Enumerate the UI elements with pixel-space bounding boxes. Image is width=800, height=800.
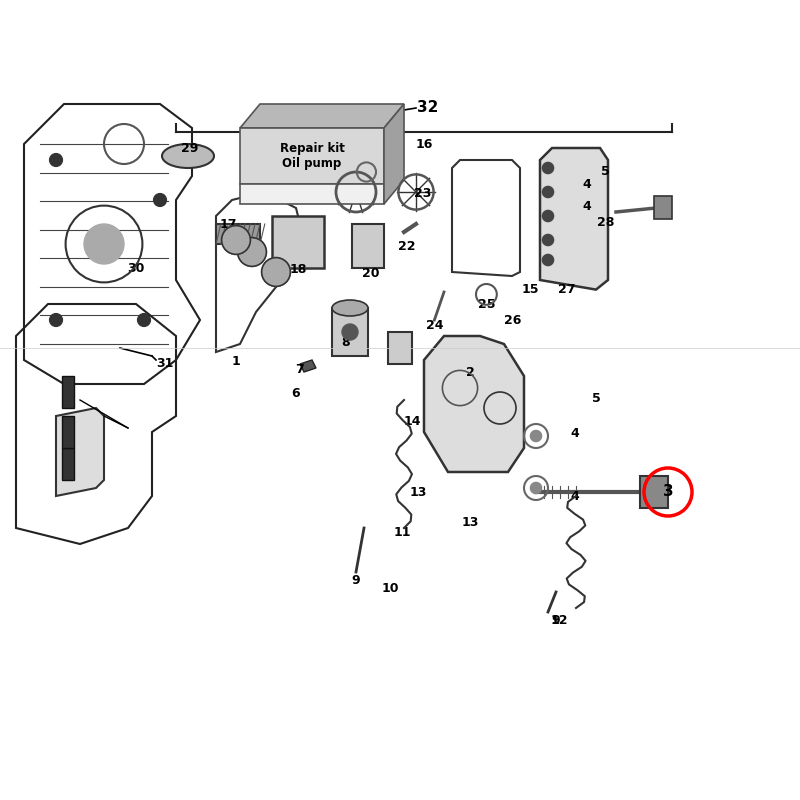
Text: 10: 10 (382, 582, 399, 594)
Circle shape (262, 258, 290, 286)
FancyBboxPatch shape (216, 224, 260, 244)
Circle shape (542, 254, 554, 266)
FancyBboxPatch shape (272, 216, 324, 268)
FancyBboxPatch shape (240, 128, 384, 184)
FancyBboxPatch shape (388, 332, 412, 364)
Polygon shape (300, 360, 316, 372)
Text: 11: 11 (394, 526, 411, 538)
Polygon shape (240, 104, 404, 128)
Text: 29: 29 (181, 142, 198, 154)
Polygon shape (384, 104, 404, 204)
Text: 6: 6 (292, 387, 300, 400)
Text: Repair kit
Oil pump: Repair kit Oil pump (279, 142, 345, 170)
Text: 31: 31 (156, 358, 174, 370)
Circle shape (342, 324, 358, 340)
Text: 28: 28 (597, 216, 614, 229)
Circle shape (530, 430, 542, 442)
Text: 3: 3 (662, 485, 674, 499)
Text: 19: 19 (346, 187, 364, 200)
Circle shape (530, 482, 542, 494)
Text: 4: 4 (582, 178, 590, 190)
FancyBboxPatch shape (654, 196, 672, 219)
FancyBboxPatch shape (62, 416, 74, 448)
Text: 22: 22 (398, 240, 415, 253)
Polygon shape (540, 148, 608, 290)
FancyBboxPatch shape (62, 376, 74, 408)
Circle shape (542, 186, 554, 198)
FancyBboxPatch shape (240, 184, 384, 204)
Circle shape (542, 234, 554, 246)
Text: 9: 9 (552, 614, 560, 626)
Text: 5: 5 (602, 165, 610, 178)
Circle shape (138, 314, 150, 326)
FancyBboxPatch shape (352, 224, 384, 268)
Text: 32: 32 (418, 101, 438, 115)
Text: 18: 18 (290, 263, 307, 276)
Text: 13: 13 (462, 516, 479, 529)
Circle shape (542, 162, 554, 174)
Circle shape (542, 210, 554, 222)
Text: 27: 27 (558, 283, 575, 296)
Text: 14: 14 (403, 415, 421, 428)
Text: 16: 16 (415, 138, 433, 150)
Text: 5: 5 (592, 392, 600, 405)
Text: 2: 2 (466, 366, 474, 378)
Text: 26: 26 (504, 314, 522, 326)
Circle shape (154, 194, 166, 206)
Text: 25: 25 (478, 298, 495, 310)
Circle shape (238, 238, 266, 266)
Text: 15: 15 (522, 283, 539, 296)
Text: 13: 13 (410, 486, 427, 498)
Circle shape (50, 154, 62, 166)
Text: 21: 21 (357, 176, 374, 189)
Text: 4: 4 (570, 490, 578, 502)
Polygon shape (424, 336, 524, 472)
Text: 12: 12 (550, 614, 568, 626)
Text: 4: 4 (582, 200, 590, 213)
Text: 8: 8 (342, 336, 350, 349)
Text: 24: 24 (426, 319, 443, 332)
Ellipse shape (332, 300, 368, 316)
Text: 23: 23 (414, 187, 431, 200)
FancyBboxPatch shape (640, 476, 668, 508)
FancyBboxPatch shape (332, 308, 368, 356)
Text: 17: 17 (219, 218, 237, 230)
Ellipse shape (162, 144, 214, 168)
Polygon shape (56, 408, 104, 496)
Text: 1: 1 (232, 355, 240, 368)
Circle shape (222, 226, 250, 254)
Text: 9: 9 (352, 574, 360, 586)
Text: 7: 7 (296, 363, 304, 376)
Text: 30: 30 (127, 262, 145, 274)
Text: 4: 4 (570, 427, 578, 440)
FancyBboxPatch shape (62, 448, 74, 480)
Text: 20: 20 (362, 267, 380, 280)
Circle shape (50, 314, 62, 326)
Circle shape (84, 224, 124, 264)
